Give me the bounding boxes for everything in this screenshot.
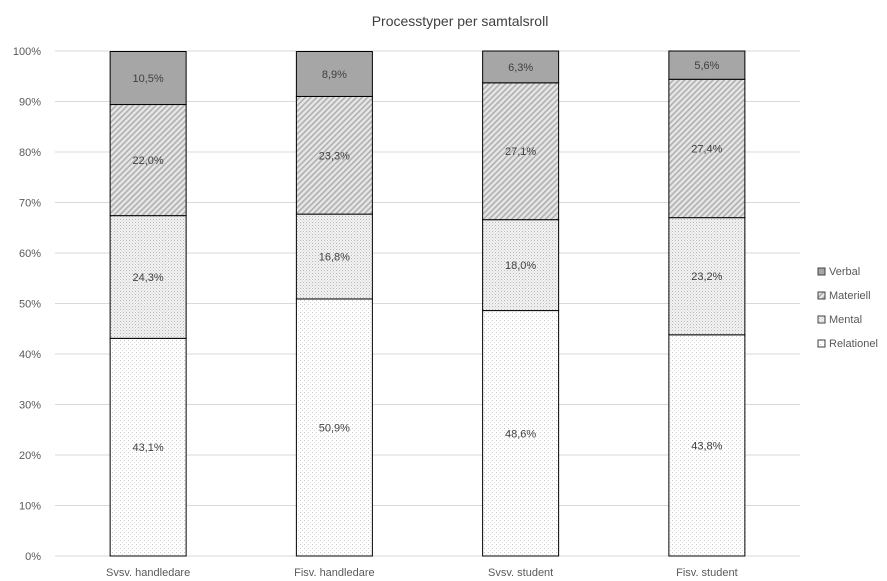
- data-label: 43,1%: [133, 442, 164, 454]
- bar-segment-verbal: [668, 50, 746, 80]
- data-label: 23,3%: [319, 150, 350, 162]
- bar-segment-mental: [482, 219, 560, 312]
- legend: Verbal Materiell Mental Relationel: [817, 266, 878, 350]
- legend-label-relationel: Relationel: [829, 338, 878, 350]
- bar-segment-relationel: [109, 337, 187, 557]
- bar-segment-materiell: [668, 78, 746, 219]
- x-tick-label: Fisv. student: [676, 567, 738, 579]
- y-tick-label: 90%: [19, 97, 41, 109]
- y-tick-label: 80%: [19, 147, 41, 159]
- legend-swatch-mental: [817, 315, 826, 324]
- y-tick-label: 0%: [25, 551, 41, 563]
- data-label: 27,1%: [505, 146, 536, 158]
- bar-segment-relationel: [482, 310, 560, 557]
- legend-label-verbal: Verbal: [829, 266, 860, 278]
- data-label: 22,0%: [133, 155, 164, 167]
- data-label: 5,6%: [694, 60, 719, 72]
- legend-label-mental: Mental: [829, 314, 862, 326]
- data-label: 10,5%: [133, 73, 164, 85]
- bar-segment-materiell: [109, 104, 187, 217]
- data-label: 6,3%: [508, 62, 533, 74]
- legend-swatch-relationel: [817, 339, 826, 348]
- bars: [109, 50, 746, 557]
- x-tick-label: Svsv. handledare: [106, 567, 190, 579]
- y-axis-tick-labels: 0% 10% 20% 30% 40% 50% 60% 70% 80% 90% 100%: [13, 46, 41, 563]
- bar-segment-mental: [109, 215, 187, 339]
- data-label: 43,8%: [691, 440, 722, 452]
- data-label: 23,2%: [691, 271, 722, 283]
- data-label: 8,9%: [322, 69, 347, 81]
- bar-segment-verbal: [482, 50, 560, 84]
- y-tick-label: 40%: [19, 349, 41, 361]
- bar-segment-materiell: [295, 95, 373, 215]
- x-tick-label: Svsv. student: [488, 567, 553, 579]
- data-label: 27,4%: [691, 143, 722, 155]
- bar-segment-verbal: [109, 51, 187, 106]
- y-tick-label: 100%: [13, 46, 41, 58]
- bar-segment-relationel: [295, 298, 373, 557]
- y-tick-label: 50%: [19, 299, 41, 311]
- bar-segment-relationel: [668, 334, 746, 557]
- legend-label-materiell: Materiell: [829, 290, 871, 302]
- y-tick-label: 20%: [19, 450, 41, 462]
- legend-swatch-materiell: [817, 291, 826, 300]
- y-tick-label: 70%: [19, 198, 41, 210]
- y-tick-label: 30%: [19, 400, 41, 412]
- x-tick-label: Fisv. handledare: [294, 567, 375, 579]
- data-labels: 43,1% 24,3% 22,0% 10,5% 50,9% 16,8% 23,3% 8,9% 4…: [133, 60, 723, 454]
- chart-title: Processtyper per samtalsroll: [372, 13, 549, 29]
- data-label: 24,3%: [133, 272, 164, 284]
- data-label: 48,6%: [505, 428, 536, 440]
- data-label: 18,0%: [505, 260, 536, 272]
- data-label: 50,9%: [319, 422, 350, 434]
- x-axis-tick-labels: Svsv. handledare Fisv. handledare Svsv. st…: [106, 567, 738, 579]
- data-label: 16,8%: [319, 252, 350, 264]
- y-tick-label: 10%: [19, 501, 41, 513]
- y-tick-label: 60%: [19, 248, 41, 260]
- legend-swatch-verbal: [817, 267, 826, 276]
- bar-segment-verbal: [295, 51, 373, 97]
- bar-segment-materiell: [482, 82, 560, 221]
